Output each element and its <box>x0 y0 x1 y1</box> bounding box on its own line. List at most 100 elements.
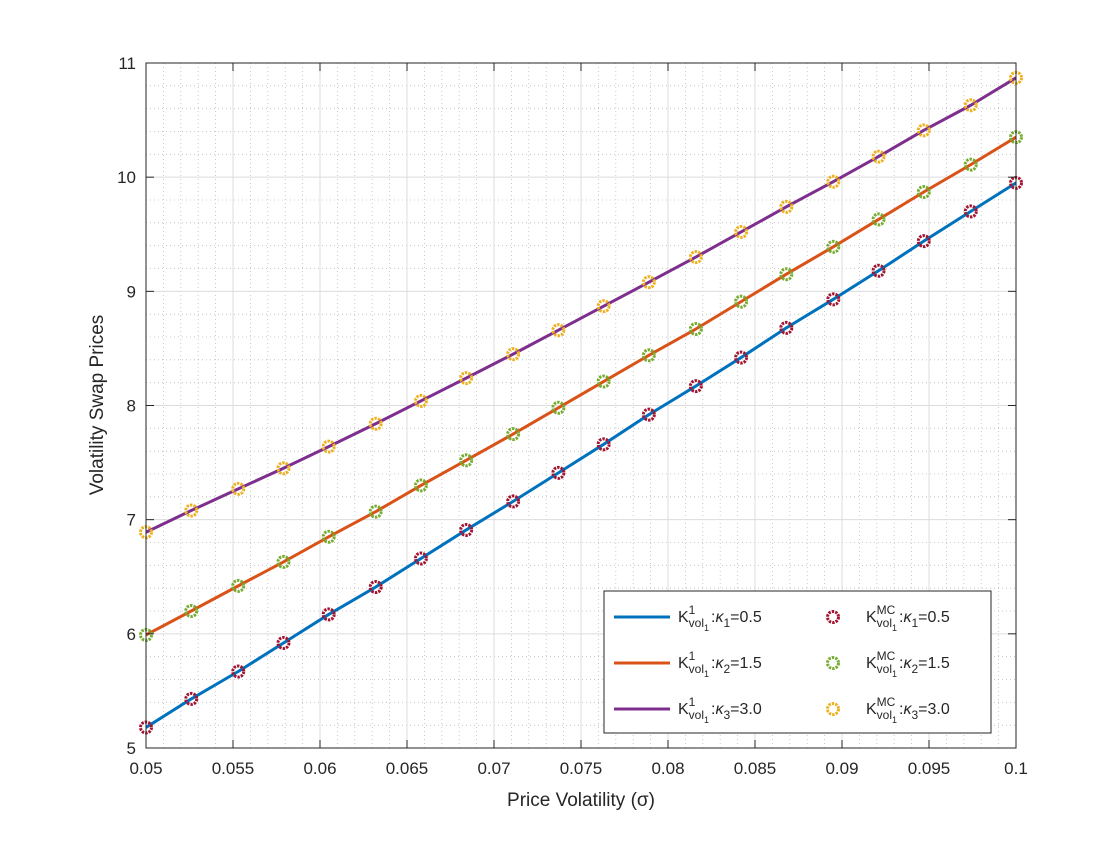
x-axis-ticks: 0.05 0.055 0.06 0.065 0.07 0.075 0.08 0.085 0.09… <box>129 63 1028 778</box>
x-tick-label: 0.09 <box>825 759 858 778</box>
data-point <box>276 554 291 569</box>
legend-subscript: vol <box>877 662 892 676</box>
legend-marker-swatch <box>826 702 840 716</box>
legend-kappa-subscript: 3 <box>723 708 730 722</box>
data-point <box>368 416 383 431</box>
data-point <box>963 157 978 172</box>
legend-symbol: K <box>866 701 877 718</box>
data-point <box>551 400 566 415</box>
data-point <box>459 371 474 386</box>
legend-kappa: κ <box>903 609 912 626</box>
data-point <box>413 393 428 408</box>
data-point <box>641 275 656 290</box>
data-point <box>413 478 428 493</box>
legend-subscript: vol <box>877 708 892 722</box>
y-tick-label: 11 <box>118 54 136 73</box>
legend-sub-subscript: 1 <box>704 669 709 679</box>
legend-separator: : <box>711 609 715 626</box>
legend-value: =1.5 <box>918 655 950 672</box>
x-tick-label: 0.07 <box>477 759 510 778</box>
legend-sub-subscript: 1 <box>892 669 897 679</box>
y-tick-label: 5 <box>127 739 136 758</box>
legend-separator: : <box>711 701 715 718</box>
legend-value: =3.0 <box>730 701 762 718</box>
legend-superscript: MC <box>877 649 896 663</box>
legend-kappa-subscript: 3 <box>911 708 918 722</box>
data-point <box>276 461 291 476</box>
data-point <box>688 250 703 265</box>
data-point <box>184 503 199 518</box>
legend-superscript: 1 <box>689 603 696 617</box>
data-point <box>641 348 656 363</box>
data-point <box>596 374 611 389</box>
data-point <box>551 323 566 338</box>
data-point <box>184 691 199 706</box>
x-tick-label: 0.065 <box>386 759 429 778</box>
x-tick-label: 0.1 <box>1004 759 1028 778</box>
data-point <box>596 437 611 452</box>
legend-superscript: MC <box>877 603 896 617</box>
legend-kappa: κ <box>715 655 724 672</box>
legend-sub-subscript: 1 <box>704 715 709 725</box>
y-tick-label: 9 <box>127 282 136 301</box>
legend-kappa: κ <box>715 609 724 626</box>
legend-symbol: K <box>678 655 689 672</box>
data-point <box>779 320 794 335</box>
legend-superscript: MC <box>877 695 896 709</box>
data-point <box>826 239 841 254</box>
series-line <box>145 76 1017 534</box>
legend-separator: : <box>899 655 903 672</box>
data-point <box>779 267 794 282</box>
data-point <box>916 234 931 249</box>
x-tick-label: 0.075 <box>560 759 603 778</box>
data-point <box>184 604 199 618</box>
data-point <box>963 98 978 113</box>
data-point <box>368 580 383 595</box>
data-point <box>916 185 931 200</box>
series-layer <box>139 70 1023 735</box>
data-point <box>321 529 336 544</box>
data-point <box>413 551 428 566</box>
data-point <box>459 453 474 468</box>
data-point <box>826 174 841 189</box>
data-point <box>231 664 246 679</box>
legend-symbol: K <box>866 609 877 626</box>
legend-superscript: 1 <box>689 695 696 709</box>
legend-sub-subscript: 1 <box>892 715 897 725</box>
series-line <box>145 135 1017 637</box>
legend-sub-subscript: 1 <box>892 623 897 633</box>
minor-grid <box>146 63 1016 748</box>
legend-kappa-subscript: 2 <box>723 662 730 676</box>
data-point <box>506 347 521 362</box>
data-point <box>231 481 246 496</box>
legend-symbol: K <box>678 701 689 718</box>
legend-kappa-subscript: 1 <box>911 616 918 630</box>
data-point <box>231 578 246 593</box>
data-point <box>459 522 474 537</box>
y-axis-label: Volatility Swap Prices <box>87 315 108 496</box>
legend-symbol: K <box>678 609 689 626</box>
legend-superscript: 1 <box>689 649 696 663</box>
legend-subscript: vol <box>689 662 704 676</box>
legend-value: =3.0 <box>918 701 950 718</box>
data-point <box>276 635 291 650</box>
x-tick-label: 0.05 <box>129 759 162 778</box>
x-tick-label: 0.08 <box>651 759 684 778</box>
y-tick-label: 8 <box>127 397 136 416</box>
legend-subscript: vol <box>689 708 704 722</box>
data-point <box>688 379 703 394</box>
legend-marker-swatch <box>826 610 840 624</box>
legend-separator: : <box>899 701 903 718</box>
data-point <box>826 292 841 307</box>
y-tick-label: 10 <box>117 168 136 187</box>
